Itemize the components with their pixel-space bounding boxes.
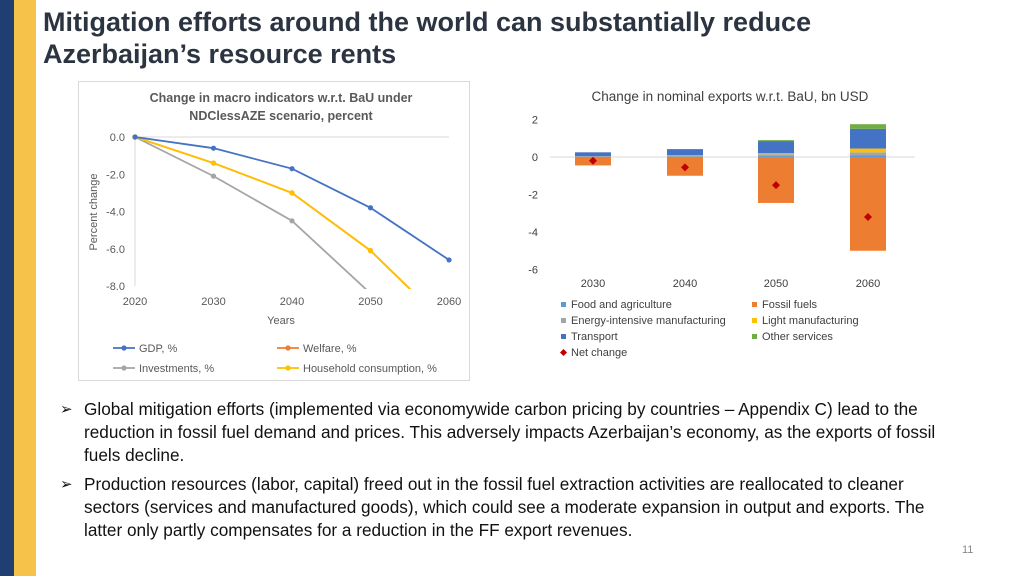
bar-segment-fossil [850, 157, 886, 251]
series-point [289, 190, 295, 196]
series-line-gdp [134, 136, 450, 261]
bar-segment-light [667, 155, 703, 157]
slide-title: Mitigation efforts around the world can … [43, 7, 812, 69]
legend-swatch [561, 302, 566, 307]
legend-swatch [752, 302, 757, 307]
legend-swatch [561, 334, 566, 339]
macro-indicators-svg: Change in macro indicators w.r.t. BaU un… [88, 91, 461, 375]
series-2-group [132, 134, 368, 289]
legend-label: Investments, % [139, 363, 214, 375]
bullet-item-1: ➢ Global mitigation efforts (implemented… [60, 398, 960, 467]
bullet-text-2: Production resources (labor, capital) fr… [84, 474, 925, 540]
bar-segment-transport [575, 152, 611, 157]
series-point [210, 160, 217, 166]
left-y-tick-label: -6.0 [106, 244, 125, 256]
bar-segment-transport [850, 128, 886, 149]
left-y-axis-label: Percent change [88, 173, 100, 250]
series-point [446, 324, 451, 329]
right-y-tick-label: 0 [532, 152, 538, 164]
right-y-tick-label: 2 [532, 115, 538, 127]
legend-label: GDP, % [139, 343, 178, 355]
series-point [132, 134, 138, 140]
right-y-tick-label: -4 [528, 227, 538, 239]
series-line-investments [134, 136, 368, 289]
legend-label: Fossil fuels [762, 299, 818, 311]
macro-indicators-chart: Change in macro indicators w.r.t. BaU un… [78, 81, 470, 381]
legend-label: Net change [571, 347, 627, 359]
net-change-marker [681, 163, 689, 172]
series-point [289, 218, 295, 224]
right-y-tick-label: -2 [528, 190, 538, 202]
left-x-tick-label: 2030 [201, 296, 225, 308]
left-y-tick-label: 0.0 [110, 132, 125, 144]
right-x-tick-label: 2040 [673, 278, 697, 290]
bullet-item-2: ➢ Production resources (labor, capital) … [60, 473, 960, 542]
bar-segment-other [758, 140, 794, 142]
arrow-bullet-icon: ➢ [60, 401, 73, 418]
legend-label: Energy-intensive manufacturing [571, 315, 726, 327]
legend-label: Household consumption, % [303, 363, 437, 375]
left-y-tick-label: -4.0 [106, 207, 125, 219]
left-x-tick-label: 2020 [123, 296, 147, 308]
left-y-tick-label: -8.0 [106, 281, 125, 293]
legend-swatch-marker [285, 345, 291, 351]
right-y-tick-label: -6 [528, 265, 538, 277]
left-x-tick-label: 2060 [437, 296, 461, 308]
legend-swatch-net-change [560, 349, 567, 356]
bar-segment-food [850, 155, 886, 157]
legend-label: Transport [571, 331, 618, 343]
series-point [210, 145, 217, 151]
bar-segment-light [850, 148, 886, 153]
left-chart-title-line-1: Change in macro indicators w.r.t. BaU un… [150, 91, 413, 105]
net-change-marker [772, 181, 780, 190]
series-point [210, 173, 217, 179]
bar-segment-light [758, 153, 794, 155]
bar-segment-other [850, 124, 886, 129]
legend-label: Light manufacturing [762, 315, 859, 327]
bar-segment-transport [667, 149, 703, 156]
net-change-marker [864, 213, 872, 221]
nominal-exports-svg: Change in nominal exports w.r.t. BaU, bn… [528, 89, 915, 359]
bar-segment-energy-intensive [850, 152, 886, 156]
legend-swatch [752, 334, 757, 339]
sidebar-accent-yellow [14, 0, 36, 576]
legend-label: Other services [762, 331, 833, 343]
right-x-tick-label: 2050 [764, 278, 788, 290]
net-change-marker [589, 156, 597, 165]
bullet-list: ➢ Global mitigation efforts (implemented… [60, 398, 960, 542]
series-point [446, 257, 452, 263]
left-x-axis-label: Years [267, 315, 295, 327]
sidebar-accent-blue [0, 0, 14, 576]
right-chart-title: Change in nominal exports w.r.t. BaU, bn… [592, 89, 869, 104]
legend-swatch [561, 318, 566, 323]
bar-segment-fossil [758, 157, 794, 203]
arrow-bullet-icon: ➢ [60, 476, 73, 493]
series-point [289, 166, 295, 172]
bar-segment-food [758, 156, 794, 157]
legend-swatch [752, 318, 757, 323]
legend-swatch-marker [121, 365, 127, 371]
bar-segment-transport [758, 141, 794, 154]
bar-segment-energy-intensive [575, 156, 611, 157]
bar-segment-energy-intensive [667, 155, 703, 157]
legend-label: Food and agriculture [571, 299, 672, 311]
series-0-group [132, 134, 452, 263]
page-number: 11 [962, 544, 974, 556]
bar-segment-energy-intensive [758, 154, 794, 157]
legend-label: Welfare, % [303, 343, 357, 355]
legend-swatch-marker [285, 365, 291, 371]
bullet-text-1: Global mitigation efforts (implemented v… [84, 399, 936, 465]
series-point [367, 248, 374, 254]
left-chart-title-line-2: NDClessAZE scenario, percent [189, 109, 373, 123]
legend-swatch-marker [121, 345, 127, 351]
series-point [367, 205, 374, 211]
left-x-tick-label: 2040 [280, 296, 304, 308]
right-x-tick-label: 2060 [856, 278, 880, 290]
left-y-tick-label: -2.0 [106, 169, 125, 181]
right-x-tick-label: 2030 [581, 278, 605, 290]
series-point [446, 324, 451, 329]
nominal-exports-chart: Change in nominal exports w.r.t. BaU, bn… [520, 84, 940, 374]
left-x-tick-label: 2050 [358, 296, 382, 308]
